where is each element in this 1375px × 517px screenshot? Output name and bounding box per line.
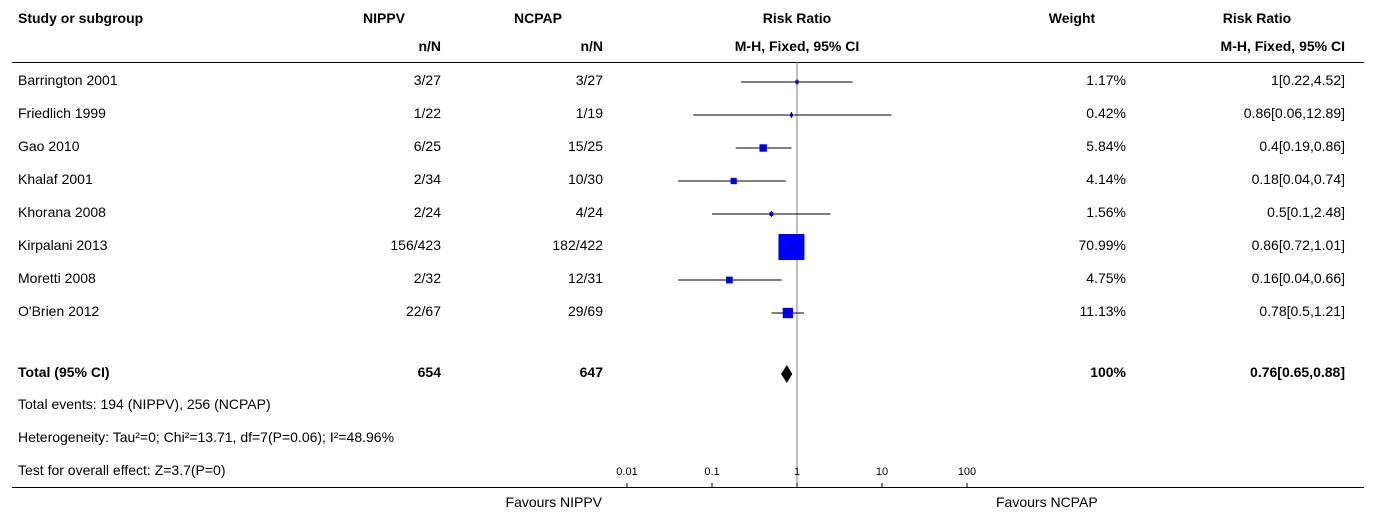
header-plot-sub: M-H, Fixed, 95% CI (734, 38, 860, 54)
total-name: Total (95% CI) (18, 364, 110, 380)
study-ctrl: 1/19 (575, 105, 603, 121)
total-ctrl: 647 (579, 364, 603, 380)
study-exp: 6/25 (413, 138, 441, 154)
study-exp: 3/27 (413, 72, 441, 88)
study-exp: 2/24 (413, 204, 441, 220)
study-weight: 5.84% (1086, 138, 1126, 154)
header-effect: Risk Ratio (1222, 10, 1292, 26)
axis-tick-label: 0.01 (616, 466, 637, 478)
study-weight: 4.75% (1086, 270, 1126, 286)
study-weight: 1.17% (1086, 72, 1126, 88)
header-ctrl: NCPAP (514, 10, 562, 26)
favours-right-label: Favours NCPAP (996, 494, 1098, 510)
header-exp: NIPPV (362, 10, 406, 26)
study-effect: 0.78[0.5,1.21] (1259, 303, 1345, 319)
study-effect: 0.4[0.19,0.86] (1259, 138, 1345, 154)
study-name: Gao 2010 (18, 138, 80, 154)
favours-left-label: Favours NIPPV (505, 494, 602, 510)
study-ctrl: 4/24 (575, 204, 603, 220)
study-ctrl: 10/30 (567, 171, 603, 187)
study-weight: 4.14% (1086, 171, 1126, 187)
study-name: Khorana 2008 (18, 204, 106, 220)
header-weight: Weight (1048, 10, 1096, 26)
header-exp-sub: n/N (418, 38, 441, 54)
study-ctrl: 3/27 (575, 72, 603, 88)
axis-tick-label: 1 (794, 466, 800, 478)
footer-rule (12, 487, 1364, 488)
total-weight: 100% (1090, 364, 1126, 380)
axis-tick-label: 0.1 (704, 466, 719, 478)
axis-tick-label: 100 (958, 466, 976, 478)
study-weight: 1.56% (1086, 204, 1126, 220)
study-weight: 0.42% (1086, 105, 1126, 121)
axis-tick-label: 10 (876, 466, 888, 478)
study-exp: 2/34 (413, 171, 441, 187)
header-study: Study or subgroup (18, 10, 144, 26)
study-ctrl: 12/31 (567, 270, 603, 286)
study-ctrl: 29/69 (567, 303, 603, 319)
header-ctrl-sub: n/N (580, 38, 603, 54)
study-weight: 11.13% (1079, 303, 1126, 319)
study-name: Barrington 2001 (18, 72, 118, 88)
pooled-diamond (781, 365, 793, 383)
header-plot: Risk Ratio (762, 10, 832, 26)
study-name: Khalaf 2001 (18, 171, 93, 187)
total-exp: 654 (417, 364, 441, 380)
study-effect: 0.18[0.04,0.74] (1251, 171, 1345, 187)
study-effect: 1[0.22,4.52] (1271, 72, 1345, 88)
study-name: Moretti 2008 (18, 270, 96, 286)
overall-effect-note: Test for overall effect: Z=3.7(P=0) (18, 462, 226, 478)
total-events-note: Total events: 194 (NIPPV), 256 (NCPAP) (18, 396, 271, 412)
study-ctrl: 182/422 (552, 237, 603, 253)
study-name: O'Brien 2012 (18, 303, 100, 319)
total-effect: 0.76[0.65,0.88] (1250, 364, 1345, 380)
study-name: Kirpalani 2013 (18, 237, 108, 253)
study-weight: 70.99% (1078, 237, 1126, 253)
study-effect: 0.5[0.1,2.48] (1267, 204, 1345, 220)
header-rule (12, 62, 1364, 63)
study-effect: 0.86[0.72,1.01] (1251, 237, 1345, 253)
study-exp: 156/423 (390, 237, 441, 253)
study-exp: 2/32 (413, 270, 441, 286)
study-effect: 0.86[0.06,12.89] (1243, 105, 1345, 121)
study-effect: 0.16[0.04,0.66] (1251, 270, 1345, 286)
heterogeneity-note: Heterogeneity: Tau²=0; Chi²=13.71, df=7(… (18, 429, 395, 445)
study-name: Friedlich 1999 (18, 105, 106, 121)
study-exp: 22/67 (405, 303, 441, 319)
study-exp: 1/22 (413, 105, 441, 121)
study-ctrl: 15/25 (567, 138, 603, 154)
header-effect-sub: M-H, Fixed, 95% CI (1220, 38, 1345, 54)
